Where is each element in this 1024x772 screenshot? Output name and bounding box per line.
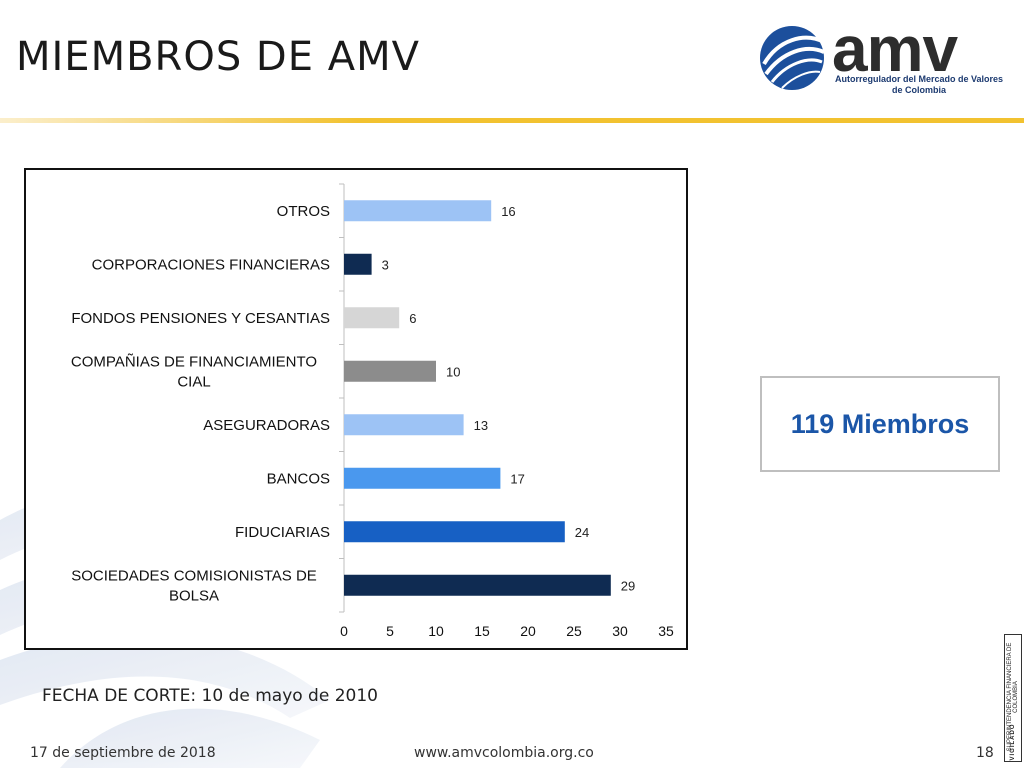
category-label: CORPORACIONES FINANCIERAS — [92, 256, 330, 273]
category-label: FONDOS PENSIONES Y CESANTIAS — [71, 310, 330, 327]
header-divider — [0, 118, 1024, 123]
members-count: 119 Miembros — [790, 408, 970, 439]
x-tick-label: 30 — [612, 623, 628, 639]
vigilado-seal: SUPERINTENDENCIA FINANCIERA DE COLOMBIA … — [1004, 634, 1022, 762]
data-label: 6 — [409, 311, 416, 326]
bar — [344, 467, 501, 489]
bar — [344, 414, 464, 436]
category-label: ASEGURADORAS — [203, 417, 330, 434]
cutoff-date: FECHA DE CORTE: 10 de mayo de 2010 — [42, 686, 378, 706]
logo-tagline-line2: de Colombia — [891, 85, 946, 95]
bar — [344, 307, 400, 329]
category-label: CIAL — [177, 373, 210, 390]
logo-tagline-line1: Autorregulador del Mercado de Valores — [834, 74, 1004, 84]
footer-url[interactable]: www.amvcolombia.org.co — [414, 745, 594, 761]
globe-icon — [760, 26, 825, 90]
bar-chart: 16 OTROS 3 CORPORACIONES FINANCIERAS 6 FONDOS… — [71, 183, 674, 639]
bar — [344, 253, 372, 275]
category-label: BOLSA — [169, 587, 219, 604]
logo-tagline: Autorregulador del Mercado de Valores de… — [834, 74, 1004, 96]
footer-date: 17 de septiembre de 2018 — [30, 745, 216, 761]
x-tick-label: 35 — [658, 623, 674, 639]
data-label: 13 — [474, 418, 488, 433]
bar — [344, 360, 436, 382]
category-label: FIDUCIARIAS — [235, 524, 330, 541]
members-callout: 119 Miembros — [760, 376, 1000, 472]
data-label: 29 — [621, 578, 635, 593]
data-label: 3 — [382, 257, 389, 272]
bar — [344, 521, 565, 543]
chart-frame: 16 OTROS 3 CORPORACIONES FINANCIERAS 6 FONDOS… — [24, 168, 688, 650]
bar — [344, 574, 611, 596]
x-tick-label: 0 — [340, 623, 348, 639]
data-label: 10 — [446, 364, 460, 379]
data-label: 24 — [575, 525, 589, 540]
page-number: 18 — [976, 745, 994, 761]
x-tick-label: 5 — [386, 623, 394, 639]
category-label: BANCOS — [267, 470, 330, 487]
logo-wordmark: amv — [832, 13, 958, 85]
seal-word: VIGILADO — [1010, 723, 1016, 761]
x-tick-label: 15 — [474, 623, 490, 639]
bar — [344, 200, 492, 222]
data-label: 17 — [510, 471, 524, 486]
category-label: SOCIEDADES COMISIONISTAS DE — [71, 567, 317, 584]
category-label: COMPAÑIAS DE FINANCIAMIENTO — [71, 353, 317, 370]
amv-logo: amv Autorregulador del Mercado de Valore… — [754, 13, 1004, 102]
x-tick-label: 10 — [428, 623, 444, 639]
page-title: MIEMBROS DE AMV — [16, 34, 420, 80]
x-tick-label: 20 — [520, 623, 536, 639]
x-tick-label: 25 — [566, 623, 582, 639]
data-label: 16 — [501, 204, 515, 219]
category-label: OTROS — [277, 203, 330, 220]
